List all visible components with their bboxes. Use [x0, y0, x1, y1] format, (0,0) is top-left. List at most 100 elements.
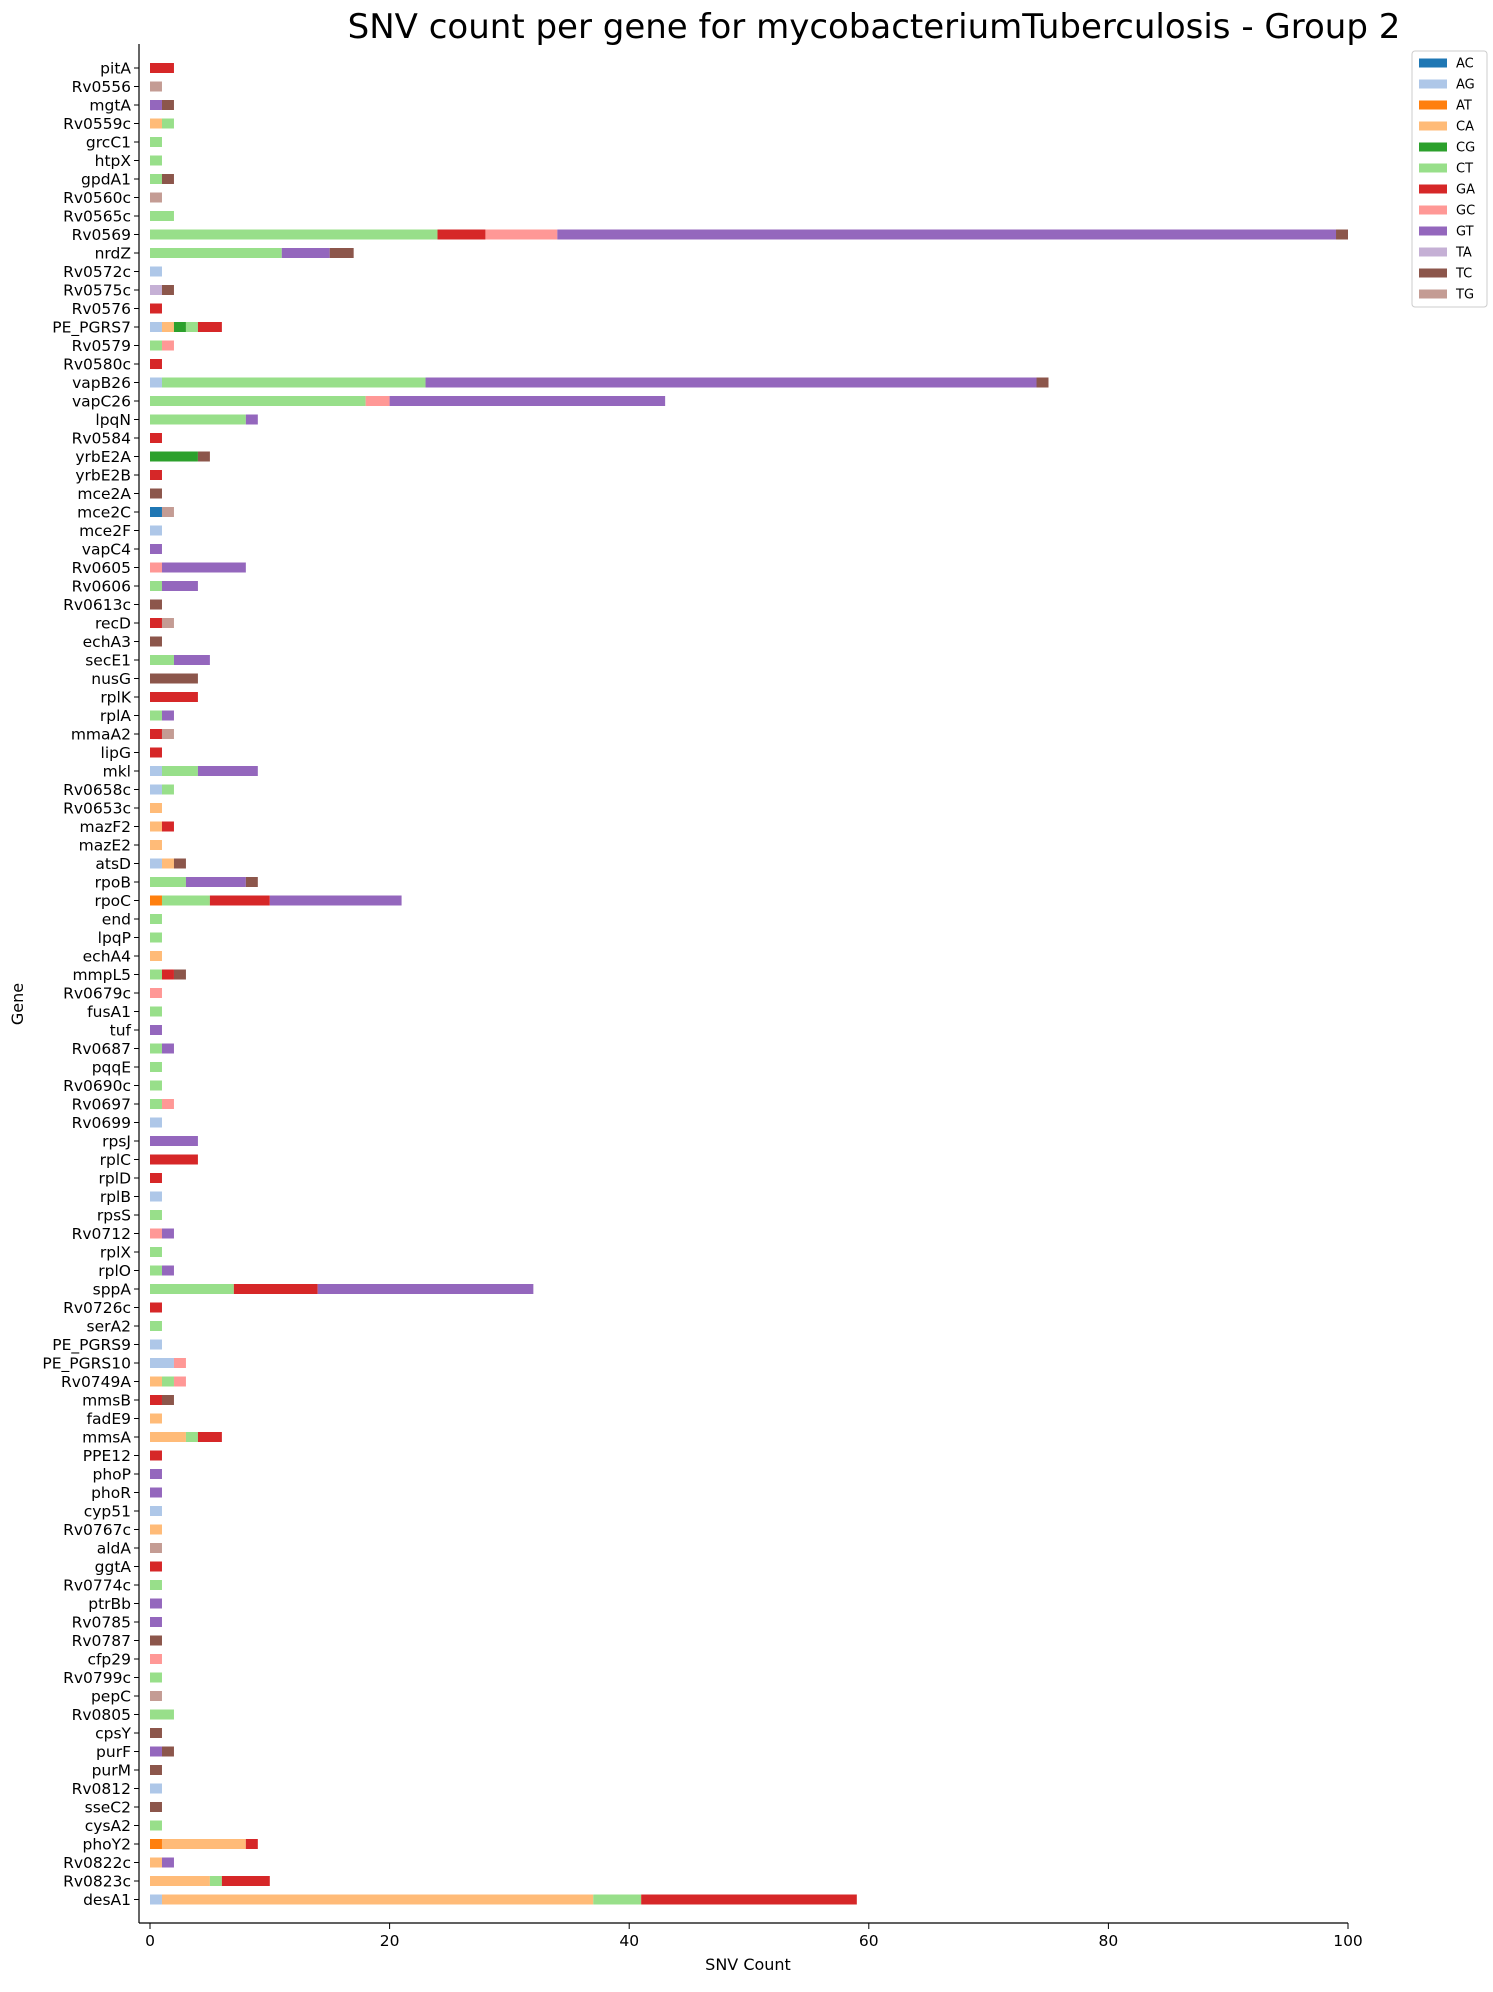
bar-segment-Rv0575c-TA	[150, 285, 162, 295]
bar-segment-nrdZ-GT	[281, 248, 330, 258]
bar-segment-PE_PGRS10-GC	[173, 1358, 186, 1368]
bar-segment-mgtA-TC	[161, 100, 174, 110]
x-tick-label: 60	[859, 1932, 879, 1950]
legend-swatch-CT	[1419, 163, 1447, 173]
legend-label-CT: CT	[1456, 162, 1473, 177]
y-tick-label: phoP	[93, 1466, 132, 1484]
legend-frame	[1411, 50, 1488, 308]
bar-segment-lpqN-CT	[150, 414, 246, 425]
y-tick-label: Rv0613c	[63, 596, 131, 614]
bar-segment-Rv0823c-CA	[150, 1876, 210, 1886]
bar-segment-Rv0565c-CT	[150, 211, 174, 221]
bar-segment-phoP-GT	[150, 1469, 162, 1479]
x-axis-ticks: 0 20 40 60 80 100	[145, 1923, 1363, 1950]
legend-label-TG: TG	[1455, 288, 1474, 303]
legend-swatch-TG	[1419, 289, 1447, 299]
bar-segment-Rv0822c-CA	[150, 1857, 162, 1868]
bar-segment-mmaA2-TG	[161, 729, 174, 739]
bar-segment-aldA-TG	[150, 1543, 162, 1553]
bar-segment-fadE9-CA	[150, 1413, 162, 1424]
legend-label-TC: TC	[1455, 267, 1472, 282]
bar-segment-Rv0822c-GT	[161, 1857, 174, 1868]
y-tick-label: pitA	[100, 60, 131, 78]
y-tick-label: nrdZ	[95, 245, 131, 263]
y-tick-label: Rv0560c	[63, 189, 131, 207]
bar-segment-mce2A-TC	[150, 488, 162, 499]
y-tick-label: serA2	[87, 1318, 131, 1336]
legend-swatch-GA	[1419, 184, 1447, 194]
bar-segment-sppA-CT	[150, 1284, 234, 1294]
y-tick-label: ggtA	[95, 1558, 132, 1576]
y-tick-label: rpoC	[94, 892, 131, 910]
bar-segment-sppA-GA	[233, 1284, 318, 1294]
bar-segment-Rv0580c-GA	[150, 359, 162, 369]
legend-swatch-CG	[1419, 142, 1447, 152]
bar-segment-yrbE2B-GA	[150, 470, 162, 480]
bar-segment-Rv0823c-GA	[221, 1876, 270, 1886]
bar-segment-mmsA-CT	[185, 1432, 198, 1442]
bar-segment-phoY2-CA	[161, 1839, 246, 1849]
bar-segment-mgtA-GT	[150, 100, 162, 110]
bar-segment-Rv0767c-CA	[150, 1524, 162, 1535]
bar-segment-mazE2-CA	[150, 840, 162, 850]
bar-segment-cpsY-TC	[150, 1728, 162, 1738]
y-tick-label: Rv0823c	[63, 1873, 131, 1891]
bar-segment-mkl-GT	[197, 766, 258, 776]
y-tick-label: Rv0697	[72, 1096, 131, 1114]
bar-segment-Rv0556-TG	[150, 81, 162, 92]
y-tick-label: htpX	[95, 152, 132, 170]
bar-segment-PE_PGRS7-AG	[150, 322, 162, 332]
y-tick-label: PE_PGRS9	[52, 1336, 131, 1355]
y-tick-label: atsD	[95, 855, 131, 873]
bar-segment-rpoB-GT	[185, 877, 246, 887]
y-tick-label: Rv0699	[72, 1114, 131, 1132]
bar-segment-Rv0653c-CA	[150, 803, 162, 813]
bar-segment-desA1-CT	[593, 1894, 642, 1905]
bar-segment-phoR-GT	[150, 1487, 162, 1498]
bar-segment-rpoB-CT	[150, 877, 186, 887]
bar-segment-desA1-GA	[641, 1894, 857, 1905]
y-tick-label: Rv0565c	[63, 208, 131, 226]
y-tick-label: rplO	[98, 1262, 131, 1280]
bar-segment-Rv0812-AG	[150, 1783, 162, 1794]
bar-segment-lipG-GA	[150, 747, 162, 758]
legend-label-CG: CG	[1456, 141, 1475, 156]
bar-segment-vapB26-TC	[1036, 377, 1049, 388]
bar-segment-Rv0584-GA	[150, 433, 162, 443]
bar-segment-Rv0697-GC	[161, 1099, 174, 1109]
y-tick-label: nusG	[91, 670, 131, 688]
y-tick-label: cfp29	[87, 1651, 131, 1669]
y-tick-label: Rv0749A	[61, 1373, 131, 1391]
bar-segment-Rv0572c-AG	[150, 266, 162, 277]
y-tick-label: Rv0799c	[63, 1669, 131, 1687]
bar-segment-recD-GA	[150, 618, 162, 628]
legend: AC AG AT CA CG CT GA GC GT TA TC TG	[1411, 50, 1488, 308]
y-tick-label: Rv0606	[72, 578, 131, 596]
y-tick-label: rplB	[100, 1188, 131, 1206]
bar-segment-Rv0679c-GC	[150, 988, 162, 998]
bar-segment-pitA-GA	[150, 63, 174, 73]
bar-segment-Rv0579-CT	[150, 340, 162, 351]
y-tick-label: rpsJ	[102, 1133, 131, 1151]
y-tick-label: phoR	[91, 1484, 131, 1502]
y-tick-label: mmaA2	[71, 726, 131, 744]
bar-segment-purF-TC	[161, 1746, 174, 1757]
bar-segment-mce2F-AG	[150, 525, 162, 536]
y-axis-label: Gene	[8, 983, 27, 1025]
y-tick-label: Rv0580c	[63, 356, 131, 374]
y-tick-label: mce2A	[77, 485, 131, 503]
y-tick-label: Rv0687	[72, 1040, 131, 1058]
bar-segment-vapC26-GC	[365, 396, 390, 406]
bar-segment-Rv0569-TC	[1336, 229, 1348, 240]
bar-segment-mkl-CT	[161, 766, 198, 776]
y-tick-label: pepC	[91, 1688, 131, 1706]
y-tick-label: vapC4	[82, 541, 131, 559]
bar-segment-rpoC-GT	[269, 895, 402, 906]
bar-segment-Rv0699-AG	[150, 1117, 162, 1128]
bar-segment-Rv0569-CT	[150, 229, 438, 240]
legend-swatch-TC	[1419, 268, 1447, 278]
bar-segment-PE_PGRS7-CG	[173, 322, 186, 332]
bar-segment-echA3-TC	[150, 636, 162, 647]
bar-segment-Rv0774c-CT	[150, 1580, 162, 1590]
y-tick-label: Rv0805	[72, 1706, 131, 1724]
